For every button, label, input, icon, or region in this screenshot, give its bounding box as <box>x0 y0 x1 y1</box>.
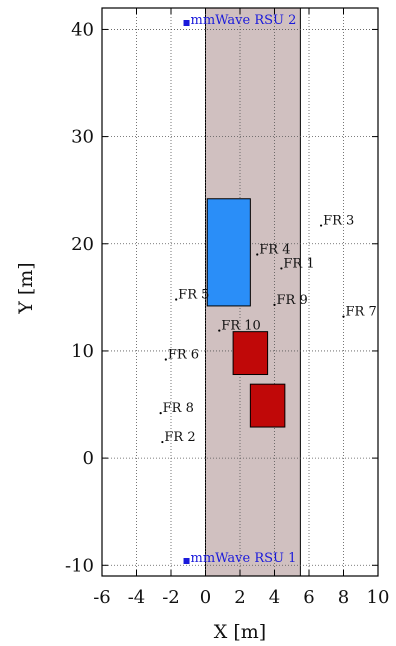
point-marker <box>319 224 323 227</box>
x-tick-label: -6 <box>93 587 111 608</box>
point-label: FR 4 <box>259 242 290 257</box>
x-tick-label: 2 <box>234 587 245 608</box>
point-label: FR 9 <box>277 293 308 308</box>
x-tick-label: -4 <box>128 587 146 608</box>
rsu-label: mmWave RSU 1 <box>191 551 297 566</box>
rsu-marker <box>183 557 190 564</box>
point-marker <box>218 329 221 332</box>
y-axis-label: Y [m] <box>15 262 37 314</box>
point-label: FR 3 <box>323 214 354 229</box>
rsu-marker <box>183 20 190 27</box>
point-label: FR 2 <box>164 430 195 445</box>
point-marker <box>342 315 345 318</box>
x-axis-label: X [m] <box>214 621 266 643</box>
vehicle-box <box>206 198 251 307</box>
y-tick-label: 10 <box>71 341 94 362</box>
point-marker <box>159 412 162 415</box>
point-label: FR 7 <box>346 305 377 320</box>
y-tick-label: 20 <box>71 234 94 255</box>
point-label: FR 10 <box>221 319 260 334</box>
vehicle-box <box>232 331 269 376</box>
point-label: FR 5 <box>178 288 209 303</box>
y-tick-label: 40 <box>71 19 94 40</box>
point-marker <box>256 253 259 256</box>
x-tick-label: 0 <box>200 587 211 608</box>
point-marker <box>164 358 167 361</box>
point-marker <box>175 298 178 301</box>
point-marker <box>273 303 276 306</box>
point-marker <box>280 267 283 270</box>
x-tick-label: 10 <box>367 587 390 608</box>
point-marker <box>161 440 164 444</box>
x-tick-label: 6 <box>303 587 314 608</box>
y-tick-label: 30 <box>71 127 94 148</box>
point-label: FR 1 <box>283 256 314 271</box>
point-label: FR 8 <box>163 401 194 416</box>
x-tick-label: 8 <box>338 587 349 608</box>
y-tick-label: -10 <box>65 555 94 576</box>
x-tick-label: -2 <box>162 587 180 608</box>
y-tick-label: 0 <box>83 448 94 469</box>
rsu-label: mmWave RSU 2 <box>191 13 297 28</box>
x-tick-label: 4 <box>269 587 280 608</box>
point-label: FR 6 <box>168 348 199 363</box>
vehicle-box <box>249 383 286 428</box>
